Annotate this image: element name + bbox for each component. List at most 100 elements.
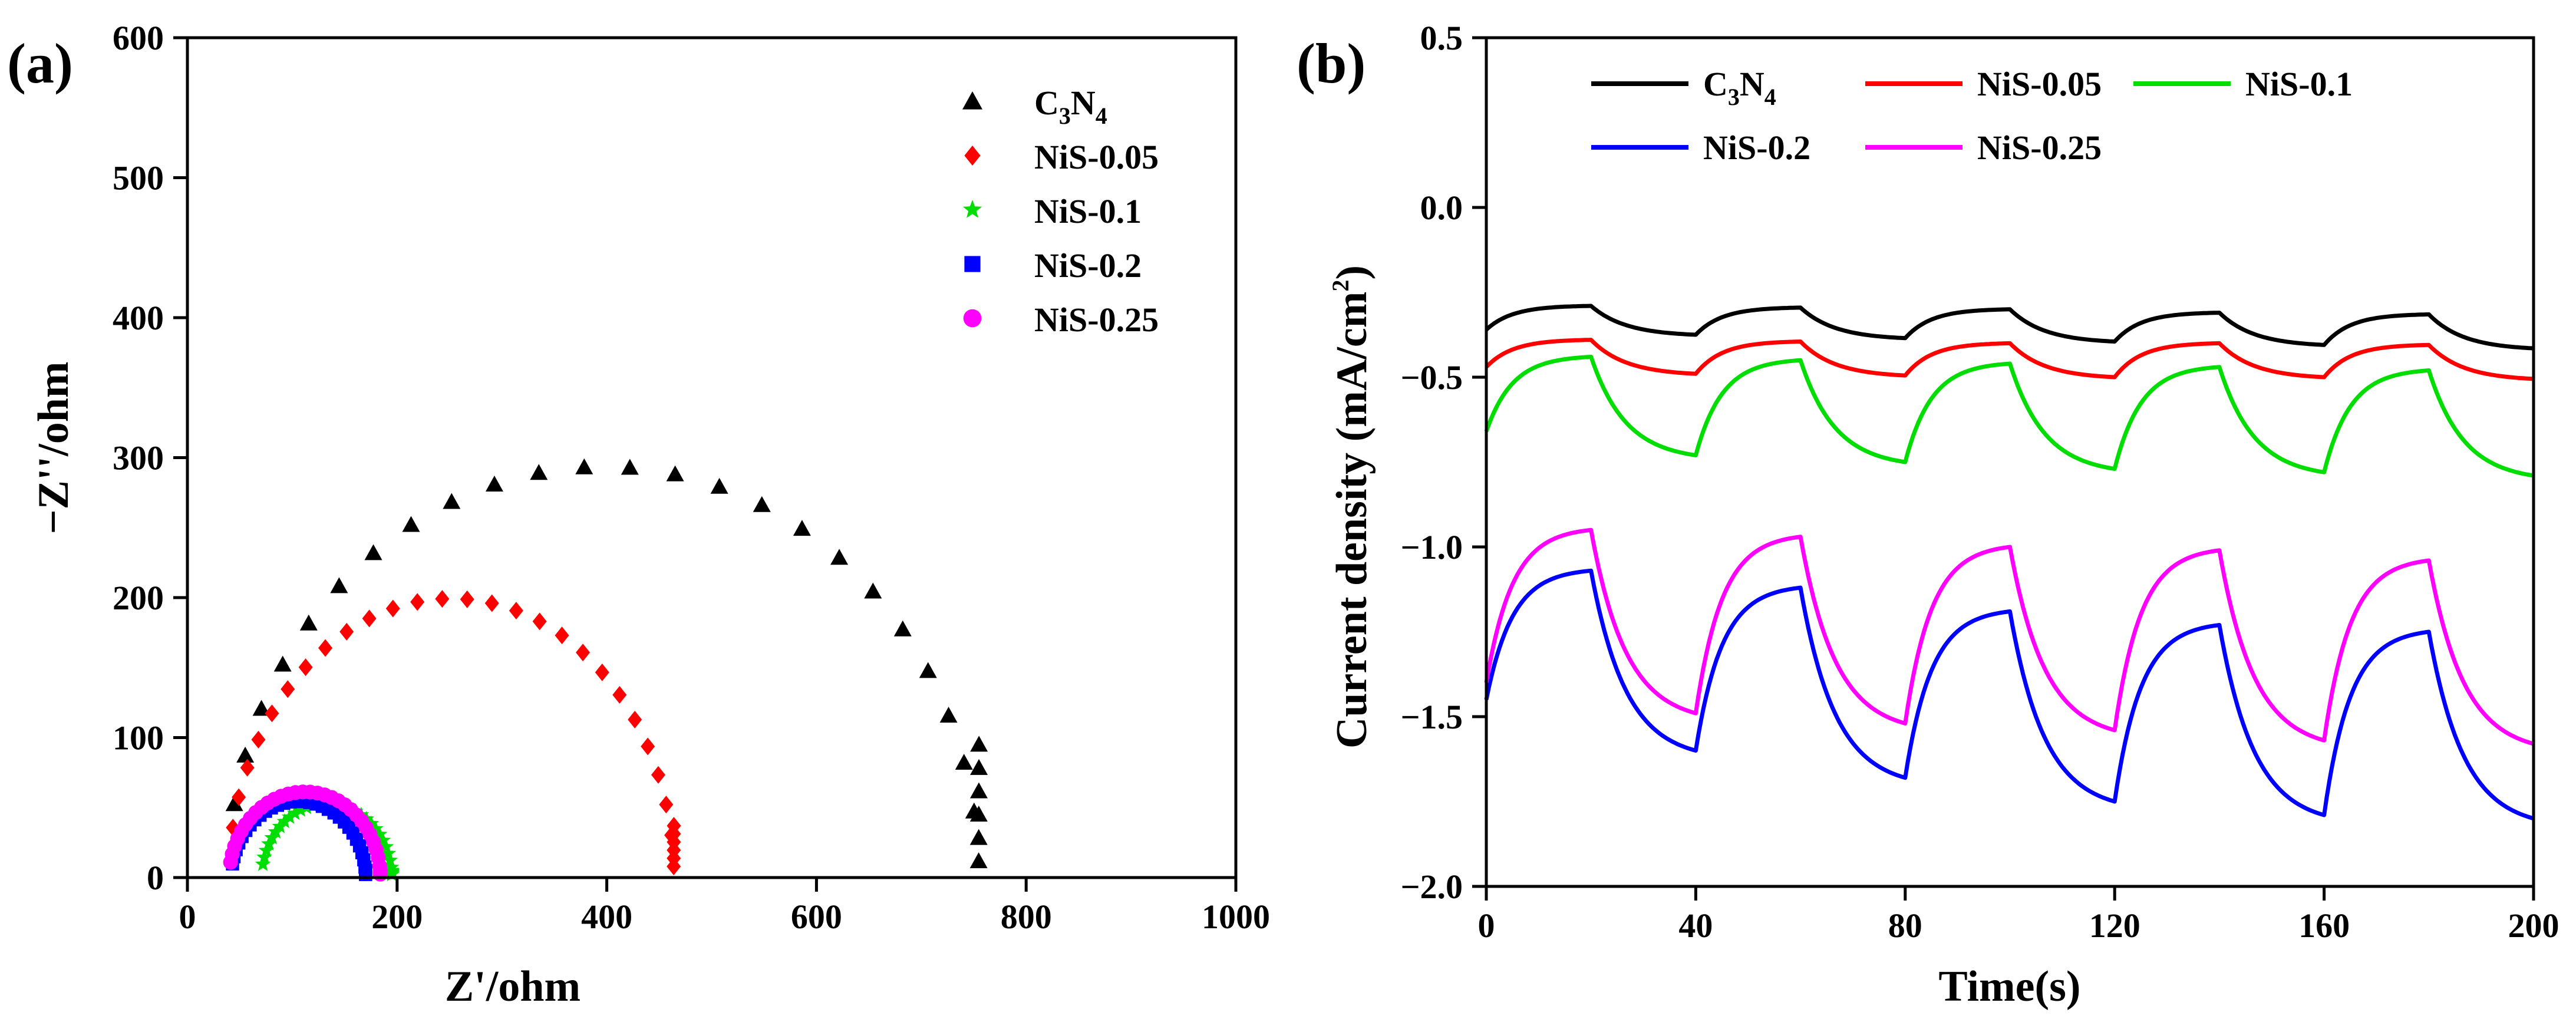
data-point	[272, 818, 288, 833]
data-point	[969, 782, 988, 799]
data-point	[659, 796, 674, 814]
data-point	[710, 477, 728, 494]
data-point	[666, 465, 684, 482]
data-point	[667, 817, 681, 835]
data-point	[382, 852, 398, 868]
panel-a-nyquist-plot: (a) 0 200 400 600 800 1000 0 100 200 300 400 500 600…	[7, 19, 1270, 1011]
data-point	[299, 614, 318, 631]
legend-label: NiS-0.2	[1703, 128, 1810, 167]
panel-b-axes: 0 40 80 120 160 200 −2.0 −1.5 −1.0 −0.5 0.0 0.5	[1400, 19, 2559, 945]
series-nis-0-05	[226, 590, 681, 876]
data-point	[255, 856, 271, 871]
legend-item: C3N4	[1591, 65, 1776, 110]
data-point	[318, 639, 333, 657]
data-point	[251, 731, 266, 749]
x-tick-label: 800	[1001, 898, 1052, 936]
data-point	[939, 707, 958, 723]
data-point	[276, 813, 293, 829]
series-line-nis-0-2	[1484, 568, 2534, 821]
legend-label: NiS-0.05	[1977, 65, 2102, 103]
data-point	[330, 577, 348, 593]
data-point	[410, 593, 425, 611]
y-tick-label: −1.0	[1400, 528, 1463, 566]
panel-b-y-axis-label-end: )	[1328, 265, 1376, 280]
legend-item: NiS-0.25	[1865, 128, 2102, 167]
data-point	[484, 594, 499, 612]
series-line-nis-0-25	[1484, 527, 2534, 746]
data-point	[359, 863, 372, 878]
data-point	[969, 852, 988, 869]
data-point	[281, 809, 298, 824]
x-tick-label: 600	[791, 898, 842, 936]
data-point	[240, 759, 255, 777]
series-line-nis-0-1	[1484, 354, 2534, 478]
data-point	[969, 829, 988, 845]
data-point	[380, 845, 397, 860]
legend-item: C3N4	[962, 84, 1107, 129]
panel-b-y-axis-label-main: Current density (mA/cm	[1328, 292, 1376, 749]
panel-a-axes: 0 200 400 600 800 1000 0 100 200 300 400 500 600	[113, 19, 1270, 936]
legend-item: NiS-0.1	[2133, 65, 2353, 103]
data-point	[969, 806, 988, 822]
y-tick-label: −2.0	[1400, 868, 1463, 906]
x-tick-label: 200	[2508, 906, 2559, 945]
x-tick-label: 120	[2089, 906, 2140, 945]
panel-b-x-axis-label: Time(s)	[1938, 962, 2080, 1011]
x-tick-label: 160	[2298, 906, 2350, 945]
panel-b-data-lines	[1484, 304, 2534, 821]
legend-marker	[962, 200, 982, 218]
x-tick-label: 400	[581, 898, 632, 936]
series-nis-0-25	[223, 784, 388, 882]
data-point	[555, 626, 569, 645]
panel-b-plot-frame	[1485, 36, 2535, 888]
data-point	[651, 766, 665, 784]
x-tick-label: 0	[179, 898, 196, 936]
data-point	[864, 582, 882, 599]
data-point	[532, 612, 547, 631]
legend-label: NiS-0.25	[1977, 128, 2102, 167]
x-tick-label: 200	[371, 898, 423, 936]
data-point	[612, 685, 627, 704]
legend-label: NiS-0.1	[1034, 192, 1142, 230]
data-point	[919, 662, 937, 678]
data-point	[232, 788, 246, 806]
data-point	[256, 849, 272, 865]
legend-label: NiS-0.25	[1034, 301, 1159, 339]
data-point	[298, 658, 313, 677]
data-point	[385, 599, 400, 618]
panel-b-legend: C3N4 NiS-0.05 NiS-0.1 NiS-0.2 NiS-0.25	[1591, 65, 2353, 167]
data-point	[621, 459, 639, 475]
data-point	[830, 549, 849, 565]
series-line-nis-0-05	[1485, 338, 2534, 381]
data-point	[753, 496, 771, 512]
data-point	[793, 520, 811, 536]
legend-item: NiS-0.1	[962, 192, 1142, 230]
y-tick-label: 100	[113, 719, 164, 757]
panel-b-photocurrent-plot: (b) 0 40 80 120 160 200 −2.0 −1.5 −1.0 −0.5 0.0 0.5…	[1297, 19, 2559, 1011]
panel-a-label: (a)	[7, 32, 73, 95]
data-point	[575, 458, 593, 474]
legend-marker	[963, 309, 982, 328]
legend-label: C3N4	[1034, 84, 1107, 129]
panel-a-y-axis-label: −Z''/ohm	[29, 361, 78, 534]
legend-label: NiS-0.2	[1034, 246, 1142, 285]
legend-marker	[962, 91, 982, 110]
data-point	[893, 620, 912, 637]
data-point	[443, 493, 461, 509]
legend-item: NiS-0.2	[1591, 128, 1810, 167]
y-tick-label: 0.0	[1420, 189, 1463, 227]
data-point	[371, 826, 388, 842]
data-point	[375, 832, 391, 847]
panel-a-x-axis-label: Z'/ohm	[445, 962, 580, 1011]
data-point	[384, 862, 400, 878]
data-point	[225, 795, 243, 812]
data-point	[368, 820, 384, 836]
data-point	[641, 737, 655, 756]
data-point	[955, 753, 973, 770]
data-point	[292, 802, 309, 817]
panel-b-label: (b)	[1297, 32, 1365, 95]
y-tick-label: 600	[113, 19, 164, 57]
data-point	[281, 680, 295, 698]
data-point	[339, 622, 354, 641]
